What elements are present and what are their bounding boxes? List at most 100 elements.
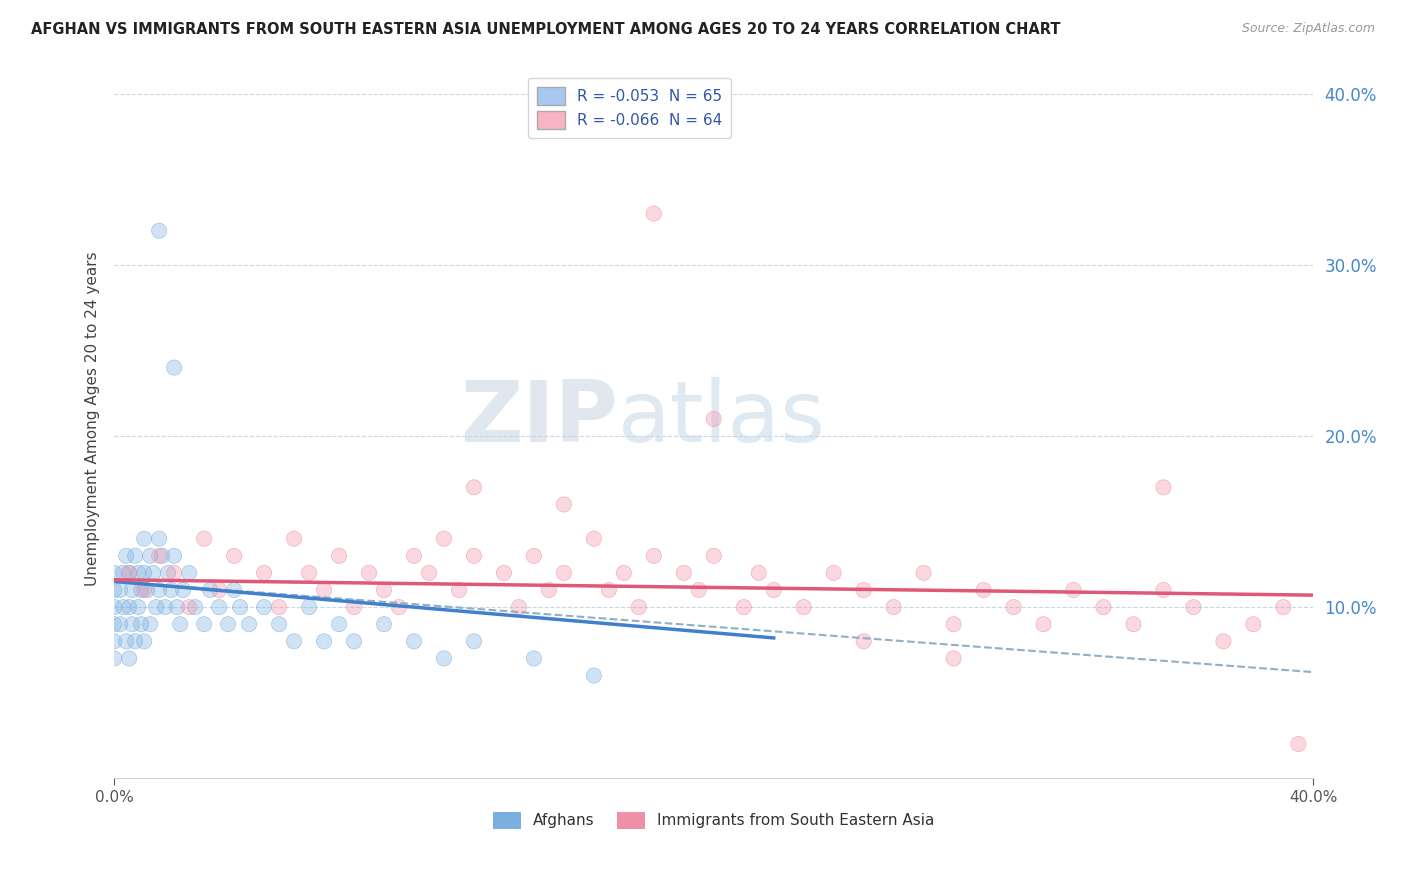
Point bbox=[121, 617, 143, 632]
Point bbox=[433, 532, 456, 546]
Point bbox=[973, 582, 995, 597]
Point bbox=[627, 600, 650, 615]
Point bbox=[267, 617, 290, 632]
Point bbox=[166, 600, 188, 615]
Point bbox=[523, 549, 546, 563]
Point bbox=[433, 651, 456, 665]
Point bbox=[447, 582, 470, 597]
Legend: Afghans, Immigrants from South Eastern Asia: Afghans, Immigrants from South Eastern A… bbox=[486, 805, 941, 835]
Point bbox=[224, 549, 246, 563]
Point bbox=[1063, 582, 1085, 597]
Point bbox=[127, 566, 149, 580]
Point bbox=[145, 600, 167, 615]
Point bbox=[136, 582, 159, 597]
Point bbox=[118, 566, 141, 580]
Point bbox=[688, 582, 710, 597]
Point bbox=[134, 634, 156, 648]
Point bbox=[643, 549, 665, 563]
Point bbox=[537, 582, 560, 597]
Point bbox=[224, 549, 246, 563]
Point bbox=[160, 582, 183, 597]
Point bbox=[148, 532, 170, 546]
Point bbox=[103, 600, 125, 615]
Point bbox=[127, 600, 149, 615]
Point bbox=[169, 617, 191, 632]
Point bbox=[582, 532, 605, 546]
Point bbox=[1241, 617, 1264, 632]
Point bbox=[172, 582, 194, 597]
Point bbox=[163, 549, 186, 563]
Point bbox=[1286, 737, 1309, 751]
Point bbox=[103, 600, 125, 615]
Point bbox=[193, 617, 215, 632]
Point bbox=[688, 582, 710, 597]
Point bbox=[613, 566, 636, 580]
Point bbox=[134, 634, 156, 648]
Point bbox=[508, 600, 530, 615]
Point bbox=[823, 566, 845, 580]
Point bbox=[193, 532, 215, 546]
Point bbox=[1122, 617, 1144, 632]
Point bbox=[523, 651, 546, 665]
Point bbox=[883, 600, 905, 615]
Point bbox=[112, 566, 135, 580]
Point bbox=[1002, 600, 1025, 615]
Point bbox=[703, 412, 725, 426]
Point bbox=[343, 600, 366, 615]
Point bbox=[463, 549, 485, 563]
Point bbox=[139, 617, 162, 632]
Point bbox=[418, 566, 440, 580]
Point bbox=[229, 600, 252, 615]
Point bbox=[208, 600, 231, 615]
Point bbox=[643, 549, 665, 563]
Point bbox=[1272, 600, 1295, 615]
Point bbox=[703, 412, 725, 426]
Point bbox=[193, 617, 215, 632]
Point bbox=[179, 600, 201, 615]
Point bbox=[883, 600, 905, 615]
Point bbox=[267, 617, 290, 632]
Point bbox=[169, 617, 191, 632]
Point bbox=[553, 498, 575, 512]
Point bbox=[357, 566, 380, 580]
Point bbox=[103, 651, 125, 665]
Point bbox=[134, 532, 156, 546]
Point bbox=[118, 651, 141, 665]
Point bbox=[121, 582, 143, 597]
Point bbox=[343, 634, 366, 648]
Point bbox=[643, 206, 665, 220]
Point bbox=[139, 549, 162, 563]
Point bbox=[163, 566, 186, 580]
Point bbox=[523, 549, 546, 563]
Point bbox=[1212, 634, 1234, 648]
Point bbox=[103, 634, 125, 648]
Point bbox=[613, 566, 636, 580]
Point bbox=[103, 651, 125, 665]
Text: AFGHAN VS IMMIGRANTS FROM SOUTH EASTERN ASIA UNEMPLOYMENT AMONG AGES 20 TO 24 YE: AFGHAN VS IMMIGRANTS FROM SOUTH EASTERN … bbox=[31, 22, 1060, 37]
Point bbox=[163, 360, 186, 375]
Point bbox=[124, 549, 146, 563]
Point bbox=[150, 549, 173, 563]
Point bbox=[157, 566, 180, 580]
Point bbox=[193, 532, 215, 546]
Point bbox=[312, 582, 335, 597]
Point bbox=[942, 617, 965, 632]
Point bbox=[852, 634, 875, 648]
Point bbox=[142, 566, 165, 580]
Point bbox=[1032, 617, 1054, 632]
Point bbox=[153, 600, 176, 615]
Point bbox=[129, 617, 152, 632]
Point bbox=[973, 582, 995, 597]
Point bbox=[112, 566, 135, 580]
Point bbox=[108, 582, 131, 597]
Point bbox=[942, 651, 965, 665]
Point bbox=[172, 582, 194, 597]
Point bbox=[118, 566, 141, 580]
Point bbox=[148, 549, 170, 563]
Point bbox=[523, 651, 546, 665]
Point bbox=[942, 651, 965, 665]
Point bbox=[402, 549, 425, 563]
Point bbox=[184, 600, 207, 615]
Point bbox=[103, 582, 125, 597]
Point bbox=[1002, 600, 1025, 615]
